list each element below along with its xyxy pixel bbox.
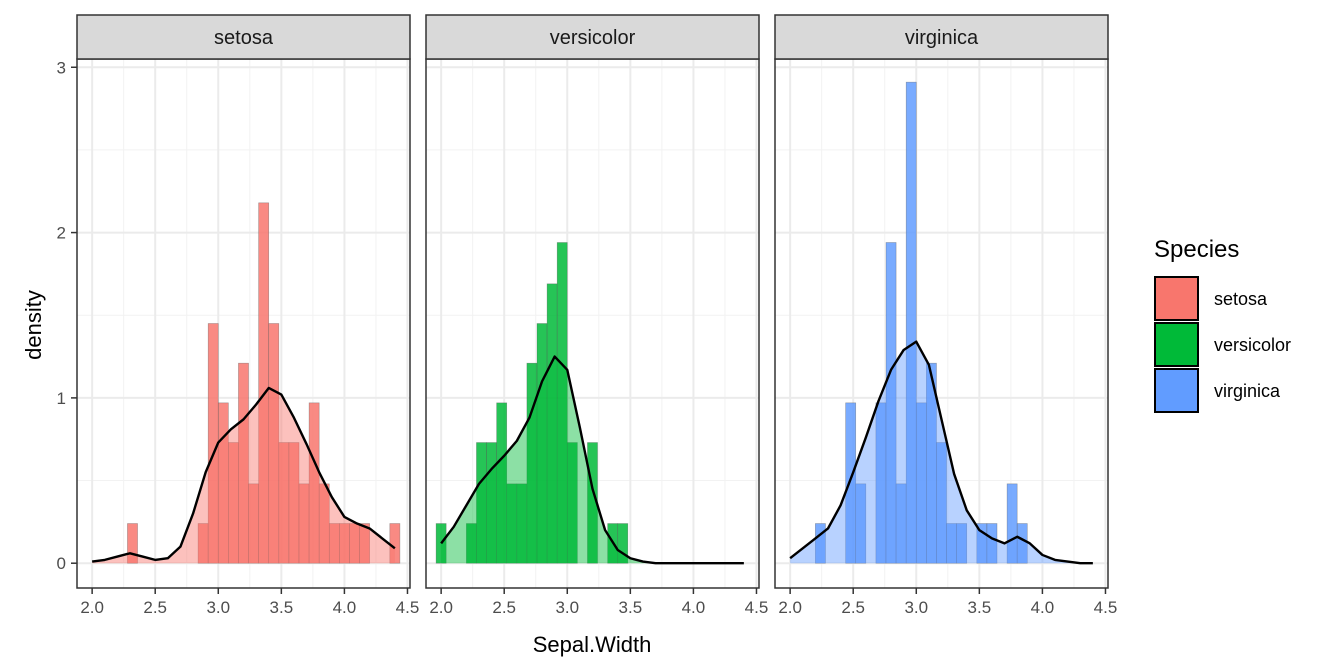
histogram-bar <box>308 402 320 564</box>
x-tick-label: 4.0 <box>682 598 706 617</box>
histogram-bar <box>617 523 629 564</box>
facet-panel-versicolor: versicolor 2.0 2.5 3.0 3.5 4.0 4.5 <box>425 14 769 617</box>
legend-item-virginica: virginica <box>1154 368 1281 413</box>
density-area <box>441 356 744 564</box>
histogram-bar <box>496 402 508 564</box>
strip-background <box>76 14 411 60</box>
x-tick-label: 2.0 <box>429 598 453 617</box>
strip-label: virginica <box>905 27 979 49</box>
x-tick-label: 2.5 <box>492 598 516 617</box>
legend-key <box>1154 368 1199 413</box>
y-tick-label: 3 <box>57 58 66 77</box>
histogram-bar <box>815 523 826 564</box>
y-tick-label: 2 <box>57 224 66 243</box>
legend-title: Species <box>1154 236 1239 263</box>
x-tick-label: 2.0 <box>778 598 802 617</box>
histogram-bar <box>238 362 249 564</box>
histogram-bar <box>905 81 917 564</box>
legend: Species setosa versicolor virginica <box>1154 236 1291 413</box>
x-tick-label: 3.5 <box>270 598 294 617</box>
histogram-bar <box>127 523 138 564</box>
legend-items: setosa versicolor virginica <box>1154 276 1291 413</box>
histogram-bar <box>956 523 968 564</box>
x-tick-label: 2.5 <box>841 598 865 617</box>
histogram-bar <box>885 242 897 564</box>
density-curve <box>789 340 1093 565</box>
strip-background <box>425 14 760 60</box>
histogram-bar <box>359 523 370 564</box>
y-tick-label: 1 <box>57 389 66 408</box>
legend-label: virginica <box>1214 381 1281 401</box>
legend-label: versicolor <box>1214 335 1291 355</box>
histogram-bar <box>556 242 568 564</box>
strip-background <box>774 14 1109 60</box>
x-tick-label: 3.0 <box>904 598 928 617</box>
density-curve <box>91 386 396 563</box>
x-tick-label: 3.0 <box>206 598 230 617</box>
histogram-bar <box>855 483 867 564</box>
x-tick-label: 2.0 <box>80 598 104 617</box>
x-tick-label: 4.0 <box>333 598 357 617</box>
x-tick-label: 4.5 <box>1094 598 1118 617</box>
y-tick-label: 0 <box>57 554 66 573</box>
x-tick-label: 3.5 <box>968 598 992 617</box>
histogram-bar <box>845 402 857 564</box>
legend-label: setosa <box>1214 289 1268 309</box>
histogram-bar <box>566 442 578 564</box>
facet-panels: setosa 2.0 2.5 3.0 3.5 4.0 4.5 0 1 2 3 versicolor 2.… <box>57 14 1118 617</box>
density-area <box>790 341 1093 564</box>
legend-key <box>1154 322 1199 367</box>
x-tick-label: 4.5 <box>396 598 420 617</box>
legend-key <box>1154 276 1199 321</box>
density-area <box>92 387 395 564</box>
density-curve <box>440 355 744 565</box>
facet-panel-setosa: setosa 2.0 2.5 3.0 3.5 4.0 4.5 0 1 2 3 <box>57 14 420 617</box>
x-tick-label: 4.0 <box>1031 598 1055 617</box>
strip-label: versicolor <box>550 27 636 49</box>
x-tick-label: 3.0 <box>555 598 579 617</box>
histogram-bar <box>986 523 998 564</box>
x-tick-label: 3.5 <box>619 598 643 617</box>
facet-panel-virginica: virginica 2.0 2.5 3.0 3.5 4.0 4.5 <box>774 14 1118 617</box>
histogram-bar <box>936 442 947 564</box>
x-tick-label: 4.5 <box>745 598 769 617</box>
x-axis-title: Sepal.Width <box>533 632 652 657</box>
legend-item-versicolor: versicolor <box>1154 322 1291 367</box>
x-tick-label: 2.5 <box>143 598 167 617</box>
strip-label: setosa <box>214 27 274 49</box>
y-axis-title: density <box>21 290 46 360</box>
legend-item-setosa: setosa <box>1154 276 1268 321</box>
